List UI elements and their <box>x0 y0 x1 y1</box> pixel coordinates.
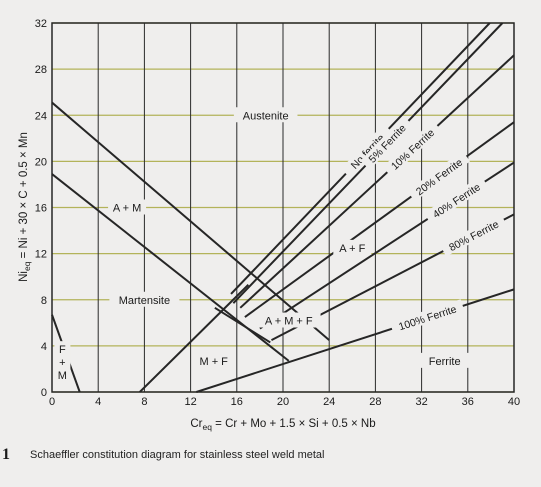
ferrite-label-bg <box>340 123 394 178</box>
x-axis-title-sub: eq <box>203 422 213 432</box>
ferrite-label-bg <box>407 150 471 202</box>
region-label-bg <box>194 352 233 368</box>
y-tick-label: 32 <box>35 18 47 30</box>
y-tick-label: 4 <box>41 341 47 353</box>
y-axis-title-main: Ni <box>18 271 30 282</box>
x-tick-label: 4 <box>95 396 101 408</box>
region-label-martensite: Martensite <box>119 295 170 307</box>
figure-number: 1 <box>2 446 10 463</box>
x-tick-label: 16 <box>231 396 243 408</box>
figure-caption: Schaeffler constitution diagram for stai… <box>30 449 325 461</box>
boundary-line-martensite-ferrite <box>139 284 250 393</box>
y-axis-title-sub: eq <box>22 261 32 271</box>
region-label-bg <box>108 199 147 215</box>
ferrite-label-bg <box>389 299 465 335</box>
y-tick-label: 8 <box>41 295 47 307</box>
x-tick-label: 28 <box>369 396 381 408</box>
y-tick-label: 28 <box>35 64 47 76</box>
y-tick-label: 16 <box>35 203 47 215</box>
region-label-bg <box>233 107 298 123</box>
region-label-austenite: Austenite <box>243 110 289 122</box>
region-label-ferrite: Ferrite <box>429 356 461 368</box>
ferrite-line-10pct-ferrite <box>239 54 515 309</box>
region-label-f-m: F <box>59 344 66 356</box>
tick-labels: 0 4 8 12 16 20 24 28 32 0 4 8 12 16 20 24 28 32 36 40 <box>35 18 520 408</box>
x-tick-label: 24 <box>323 396 335 408</box>
ferrite-label-bg <box>382 120 442 177</box>
region-label-f-m: + <box>59 357 65 369</box>
y-tick-label: 12 <box>35 249 47 261</box>
boundary-line-a-m-f-side <box>214 306 271 344</box>
region-label-f-m: M <box>58 370 67 382</box>
region-label-a-m: A + M <box>113 203 141 215</box>
region-label-a-m-f: A + M + F <box>265 316 313 328</box>
region-label-bg <box>419 352 471 368</box>
ferrite-label-bg <box>440 213 507 257</box>
x-tick-label: 20 <box>277 396 289 408</box>
x-tick-label: 32 <box>415 396 427 408</box>
y-tick-label: 24 <box>35 110 47 122</box>
x-axis-title: Creq = Cr + Mo + 1.5 × Si + 0.5 × Nb <box>190 418 375 432</box>
x-axis-title-main: Cr <box>190 418 202 430</box>
region-label-bg <box>109 291 180 307</box>
ferrite-label-bg <box>360 116 413 170</box>
x-tick-label: 40 <box>508 396 520 408</box>
ferrite-line-20pct-ferrite <box>244 121 515 318</box>
region-label-bg <box>54 341 71 388</box>
x-tick-label: 0 <box>49 396 55 408</box>
region-label-bg <box>256 312 321 328</box>
y-axis-title: Nieq = Ni + 30 × C + 0.5 × Mn <box>18 132 32 282</box>
x-tick-label: 8 <box>141 396 147 408</box>
plot-frame <box>51 22 515 393</box>
boundary-line-austenite-martensite <box>51 101 330 341</box>
region-label-a-f: A + F <box>339 243 365 255</box>
x-axis-title-rest: = Cr + Mo + 1.5 × Si + 0.5 × Nb <box>212 418 376 430</box>
x-tick-label: 36 <box>462 396 474 408</box>
y-tick-label: 0 <box>41 387 47 399</box>
region-label-m-f: M + F <box>199 356 228 368</box>
region-label-bg <box>333 239 372 255</box>
ferrite-label-bg <box>423 175 489 224</box>
y-tick-label: 20 <box>35 156 47 168</box>
x-tick-label: 12 <box>184 396 196 408</box>
y-axis-title-rest: = Ni + 30 × C + 0.5 × Mn <box>18 132 30 261</box>
